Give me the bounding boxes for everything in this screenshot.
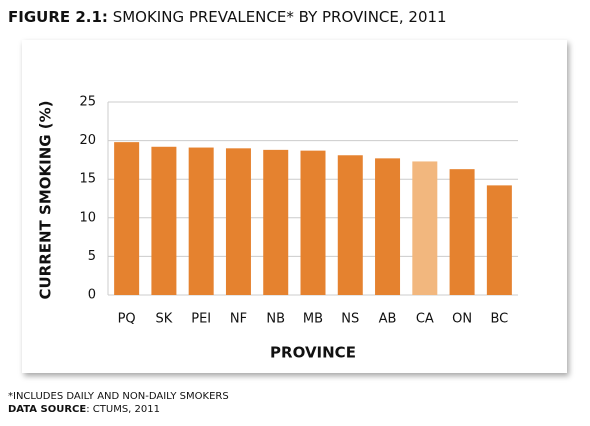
bar <box>263 149 289 295</box>
source-label: DATA SOURCE <box>8 404 86 415</box>
bar <box>412 161 438 295</box>
y-tick-label: 5 <box>88 249 96 264</box>
bar <box>337 155 363 295</box>
x-tick-label: MB <box>303 312 323 327</box>
x-tick-label: BC <box>490 312 508 327</box>
y-tick-label: 25 <box>79 95 96 110</box>
bar <box>300 150 326 295</box>
y-tick-label: 0 <box>88 288 96 303</box>
x-tick-label: NS <box>341 312 359 327</box>
y-tick-label: 10 <box>79 210 96 225</box>
bar <box>449 169 475 295</box>
chart-title: FIGURE 2.1: SMOKING PREVALENCE* BY PROVI… <box>8 8 447 26</box>
bar <box>114 142 140 295</box>
bar <box>375 158 401 295</box>
y-tick-label: 15 <box>79 172 96 187</box>
x-tick-label: NB <box>266 312 285 327</box>
y-tick-label: 20 <box>79 133 96 148</box>
bar <box>486 185 512 295</box>
bar <box>188 147 214 295</box>
source-text: : CTUMS, 2011 <box>86 404 160 415</box>
title-label: FIGURE 2.1: <box>8 8 108 26</box>
chart-panel <box>22 40 567 373</box>
title-text: SMOKING PREVALENCE* BY PROVINCE, 2011 <box>108 8 447 26</box>
bar <box>151 146 177 295</box>
x-tick-label: SK <box>156 312 173 327</box>
x-tick-label: CA <box>416 312 434 327</box>
x-tick-label: PEI <box>191 312 211 327</box>
source: DATA SOURCE: CTUMS, 2011 <box>8 404 160 415</box>
bar <box>225 148 251 295</box>
x-tick-label: PQ <box>118 312 136 327</box>
y-axis-label: CURRENT SMOKING (%) <box>37 100 55 299</box>
x-tick-label: AB <box>379 312 397 327</box>
x-tick-label: NF <box>230 312 247 327</box>
x-tick-label: ON <box>452 312 472 327</box>
x-axis-label: PROVINCE <box>270 344 356 362</box>
footnote: *INCLUDES DAILY AND NON-DAILY SMOKERS <box>8 391 229 402</box>
